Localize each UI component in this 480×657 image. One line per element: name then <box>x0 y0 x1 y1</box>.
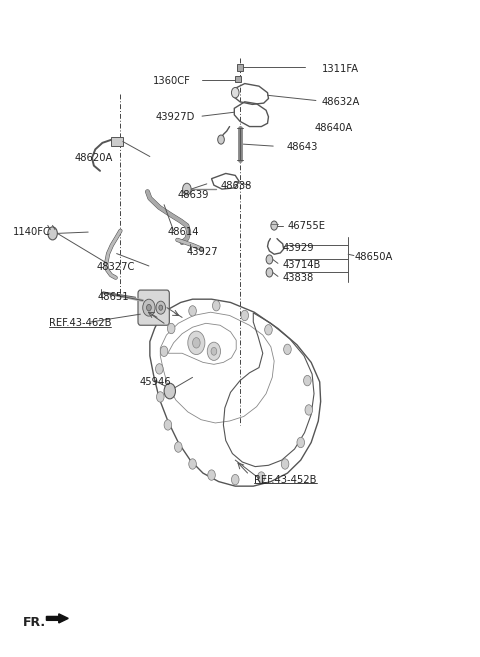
Text: 1311FA: 1311FA <box>322 64 359 74</box>
Bar <box>235 76 241 82</box>
Circle shape <box>156 364 163 374</box>
Text: 43927: 43927 <box>187 247 218 258</box>
Circle shape <box>218 135 224 144</box>
Text: 46755E: 46755E <box>288 221 325 231</box>
Circle shape <box>303 375 311 386</box>
Circle shape <box>231 87 239 98</box>
Circle shape <box>143 299 155 316</box>
Circle shape <box>175 442 182 452</box>
Text: 48638: 48638 <box>220 181 252 191</box>
Circle shape <box>189 306 196 316</box>
Circle shape <box>146 304 151 311</box>
Bar <box>237 64 243 70</box>
Circle shape <box>305 405 312 415</box>
Circle shape <box>213 300 220 311</box>
Circle shape <box>208 470 216 480</box>
Text: 48632A: 48632A <box>322 97 360 107</box>
Text: 43838: 43838 <box>283 273 314 283</box>
Text: 1360CF: 1360CF <box>153 76 191 86</box>
Text: FR.: FR. <box>23 616 46 629</box>
Circle shape <box>182 183 191 195</box>
Circle shape <box>264 325 272 335</box>
Polygon shape <box>47 614 68 623</box>
Circle shape <box>211 348 217 355</box>
Circle shape <box>284 344 291 355</box>
Text: 48639: 48639 <box>178 190 209 200</box>
Circle shape <box>164 420 172 430</box>
Text: 43927D: 43927D <box>156 112 195 122</box>
Text: 48651: 48651 <box>97 292 129 302</box>
Circle shape <box>168 323 175 334</box>
Circle shape <box>164 383 176 399</box>
Circle shape <box>188 331 205 355</box>
Text: 1140FC: 1140FC <box>13 227 51 237</box>
Text: 48640A: 48640A <box>315 123 353 133</box>
Text: 43929: 43929 <box>283 242 314 253</box>
Bar <box>111 137 123 146</box>
Circle shape <box>258 472 265 482</box>
Circle shape <box>266 255 273 264</box>
Circle shape <box>156 392 164 402</box>
Text: REF.43-452B: REF.43-452B <box>254 474 317 485</box>
Circle shape <box>156 301 166 314</box>
FancyBboxPatch shape <box>138 290 169 325</box>
Circle shape <box>207 342 220 361</box>
Text: 48650A: 48650A <box>355 252 393 262</box>
Circle shape <box>266 268 273 277</box>
Circle shape <box>192 338 200 348</box>
Text: 48643: 48643 <box>287 143 318 152</box>
Text: 48620A: 48620A <box>75 153 113 163</box>
Text: 48327C: 48327C <box>96 262 135 272</box>
Circle shape <box>281 459 289 469</box>
Circle shape <box>160 346 168 357</box>
Text: 43714B: 43714B <box>283 260 321 269</box>
Text: 45946: 45946 <box>139 377 171 387</box>
Text: 48614: 48614 <box>168 227 199 237</box>
Circle shape <box>297 438 304 447</box>
Text: REF.43-462B: REF.43-462B <box>49 318 112 328</box>
Circle shape <box>231 474 239 485</box>
Circle shape <box>271 221 277 230</box>
Circle shape <box>189 459 196 469</box>
Circle shape <box>241 310 249 321</box>
Circle shape <box>159 305 163 310</box>
Circle shape <box>48 227 57 240</box>
